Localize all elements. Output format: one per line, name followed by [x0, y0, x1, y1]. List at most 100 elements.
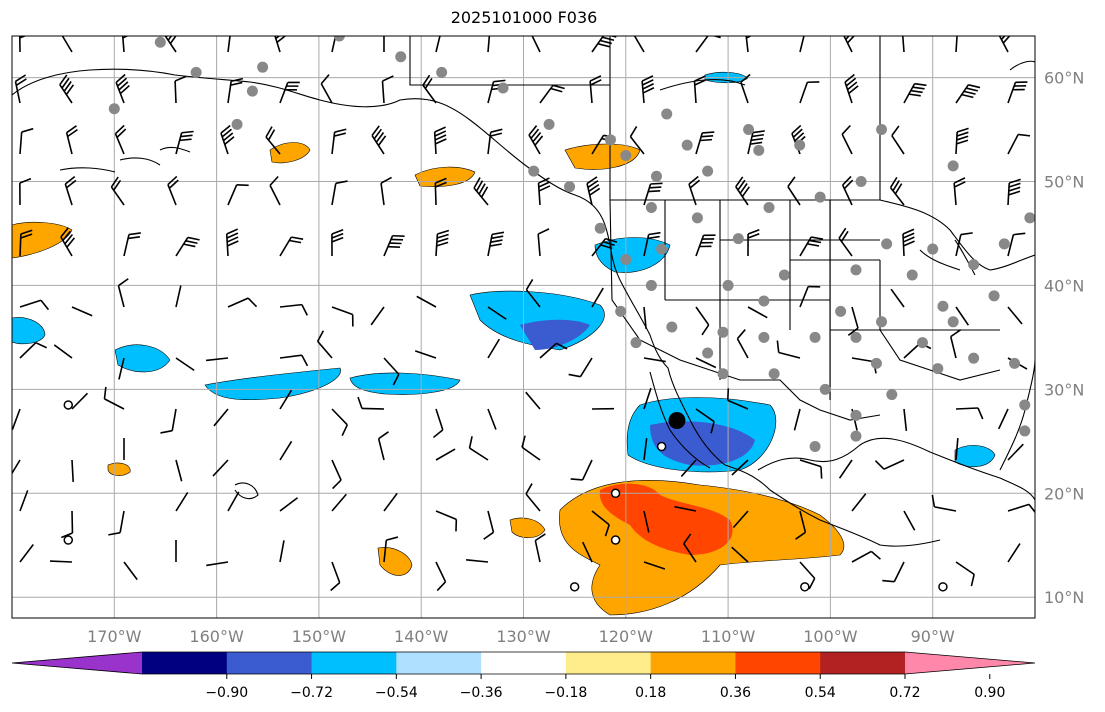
- wind-barb: [889, 176, 905, 206]
- wind-barb: [695, 36, 721, 53]
- lon-tick-label: 160°W: [189, 627, 244, 646]
- station-dot: [650, 170, 662, 182]
- station-open-circle: [63, 535, 74, 545]
- wind-barb: [331, 493, 347, 512]
- station-dot: [819, 383, 831, 395]
- shade-pacific-mid-n: [269, 142, 311, 164]
- station-dot: [108, 103, 120, 115]
- station-dot: [543, 118, 555, 130]
- wind-barb: [370, 306, 385, 326]
- wind-barb: [731, 459, 749, 476]
- station-dot: [630, 337, 642, 349]
- wind-barb: [726, 388, 749, 410]
- wind-barb: [380, 176, 392, 206]
- wind-barb: [570, 459, 593, 481]
- wind-barb: [747, 229, 760, 257]
- wind-barb: [1007, 178, 1021, 206]
- wind-barb: [525, 279, 541, 308]
- wind-barb: [799, 36, 805, 53]
- wind-barb: [643, 561, 666, 570]
- wind-barb: [220, 124, 235, 155]
- wind-barb: [531, 36, 541, 53]
- wind-barb: [841, 124, 853, 155]
- wind-barb: [227, 491, 240, 512]
- station-dot: [620, 150, 632, 162]
- wind-barb: [955, 127, 969, 155]
- wind-barb: [903, 510, 916, 531]
- station-dot: [497, 82, 509, 94]
- wind-barb: [643, 510, 650, 533]
- station-dot: [645, 201, 657, 213]
- wind-barb: [279, 354, 309, 367]
- wind-barb: [1007, 133, 1031, 155]
- wind-barb: [487, 338, 501, 359]
- wind-barb: [891, 125, 905, 155]
- wind-barb: [955, 561, 975, 587]
- colorbar-segment: [311, 652, 397, 674]
- wind-barb: [487, 306, 507, 320]
- wind-barb: [525, 391, 541, 410]
- shade-west-edge: [12, 317, 46, 345]
- wind-barb: [931, 494, 957, 512]
- wind-barb: [487, 408, 497, 430]
- station-dot: [870, 357, 882, 369]
- wind-barb: [383, 536, 399, 563]
- wind-barb: [903, 82, 927, 104]
- wind-barb: [103, 386, 125, 410]
- wind-barb: [114, 124, 127, 155]
- wind-barb: [123, 561, 138, 581]
- station-dot: [154, 36, 166, 48]
- wind-barb: [433, 126, 447, 155]
- wind-barb: [19, 543, 34, 563]
- wind-barb: [955, 306, 970, 326]
- station-dot: [753, 144, 765, 156]
- lat-tick-label: 10°N: [1044, 588, 1084, 607]
- wind-barb: [331, 180, 348, 206]
- wind-barb: [732, 510, 749, 529]
- wind-barb: [118, 357, 125, 380]
- wind-barb: [795, 510, 807, 540]
- wind-barb: [591, 237, 618, 257]
- wind-barb: [643, 231, 661, 257]
- wind-barb: [903, 408, 908, 431]
- wind-barb: [953, 177, 966, 206]
- wind-barb: [955, 84, 981, 104]
- station-dot: [998, 238, 1010, 250]
- lat-tick-label: 20°N: [1044, 484, 1084, 503]
- wind-barb: [279, 497, 299, 512]
- wind-barb: [949, 329, 962, 359]
- longitude-labels: 170°W 160°W 150°W 140°W 130°W 120°W 110°W 100°W…: [87, 627, 955, 646]
- wind-barb: [121, 36, 129, 53]
- wind-barb: [175, 130, 194, 155]
- wind-barb: [316, 330, 333, 359]
- wind-barb: [279, 540, 285, 563]
- wind-barb: [483, 510, 495, 540]
- wind-barb: [265, 126, 281, 155]
- wind-barb: [19, 490, 29, 512]
- wind-barb: [49, 560, 73, 563]
- wind-barb: [528, 125, 544, 155]
- wind-barb: [539, 342, 568, 359]
- wind-barb: [487, 36, 491, 53]
- station-dot: [620, 253, 632, 265]
- wind-barb: [167, 175, 179, 206]
- colorbar-tick-label: 0.36: [720, 685, 751, 701]
- wind-barb: [422, 74, 437, 104]
- colorbar-segment: [481, 652, 567, 674]
- wind-barb: [175, 357, 195, 372]
- colorbar-tick-label: −0.36: [460, 685, 503, 701]
- station-dot: [768, 368, 780, 380]
- wind-barb: [874, 459, 905, 470]
- colorbar-segment: [820, 652, 906, 674]
- lon-tick-label: 130°W: [496, 627, 551, 646]
- wind-barb: [160, 408, 177, 434]
- station-open-circle: [656, 441, 667, 452]
- wind-barb: [383, 492, 398, 512]
- wind-barb: [225, 228, 239, 257]
- station-dot: [1019, 399, 1031, 411]
- wind-barb: [383, 36, 385, 53]
- wind-barb: [19, 299, 50, 311]
- station-dot: [906, 269, 918, 281]
- map-frame: [11, 35, 1036, 619]
- wind-barb: [581, 541, 593, 563]
